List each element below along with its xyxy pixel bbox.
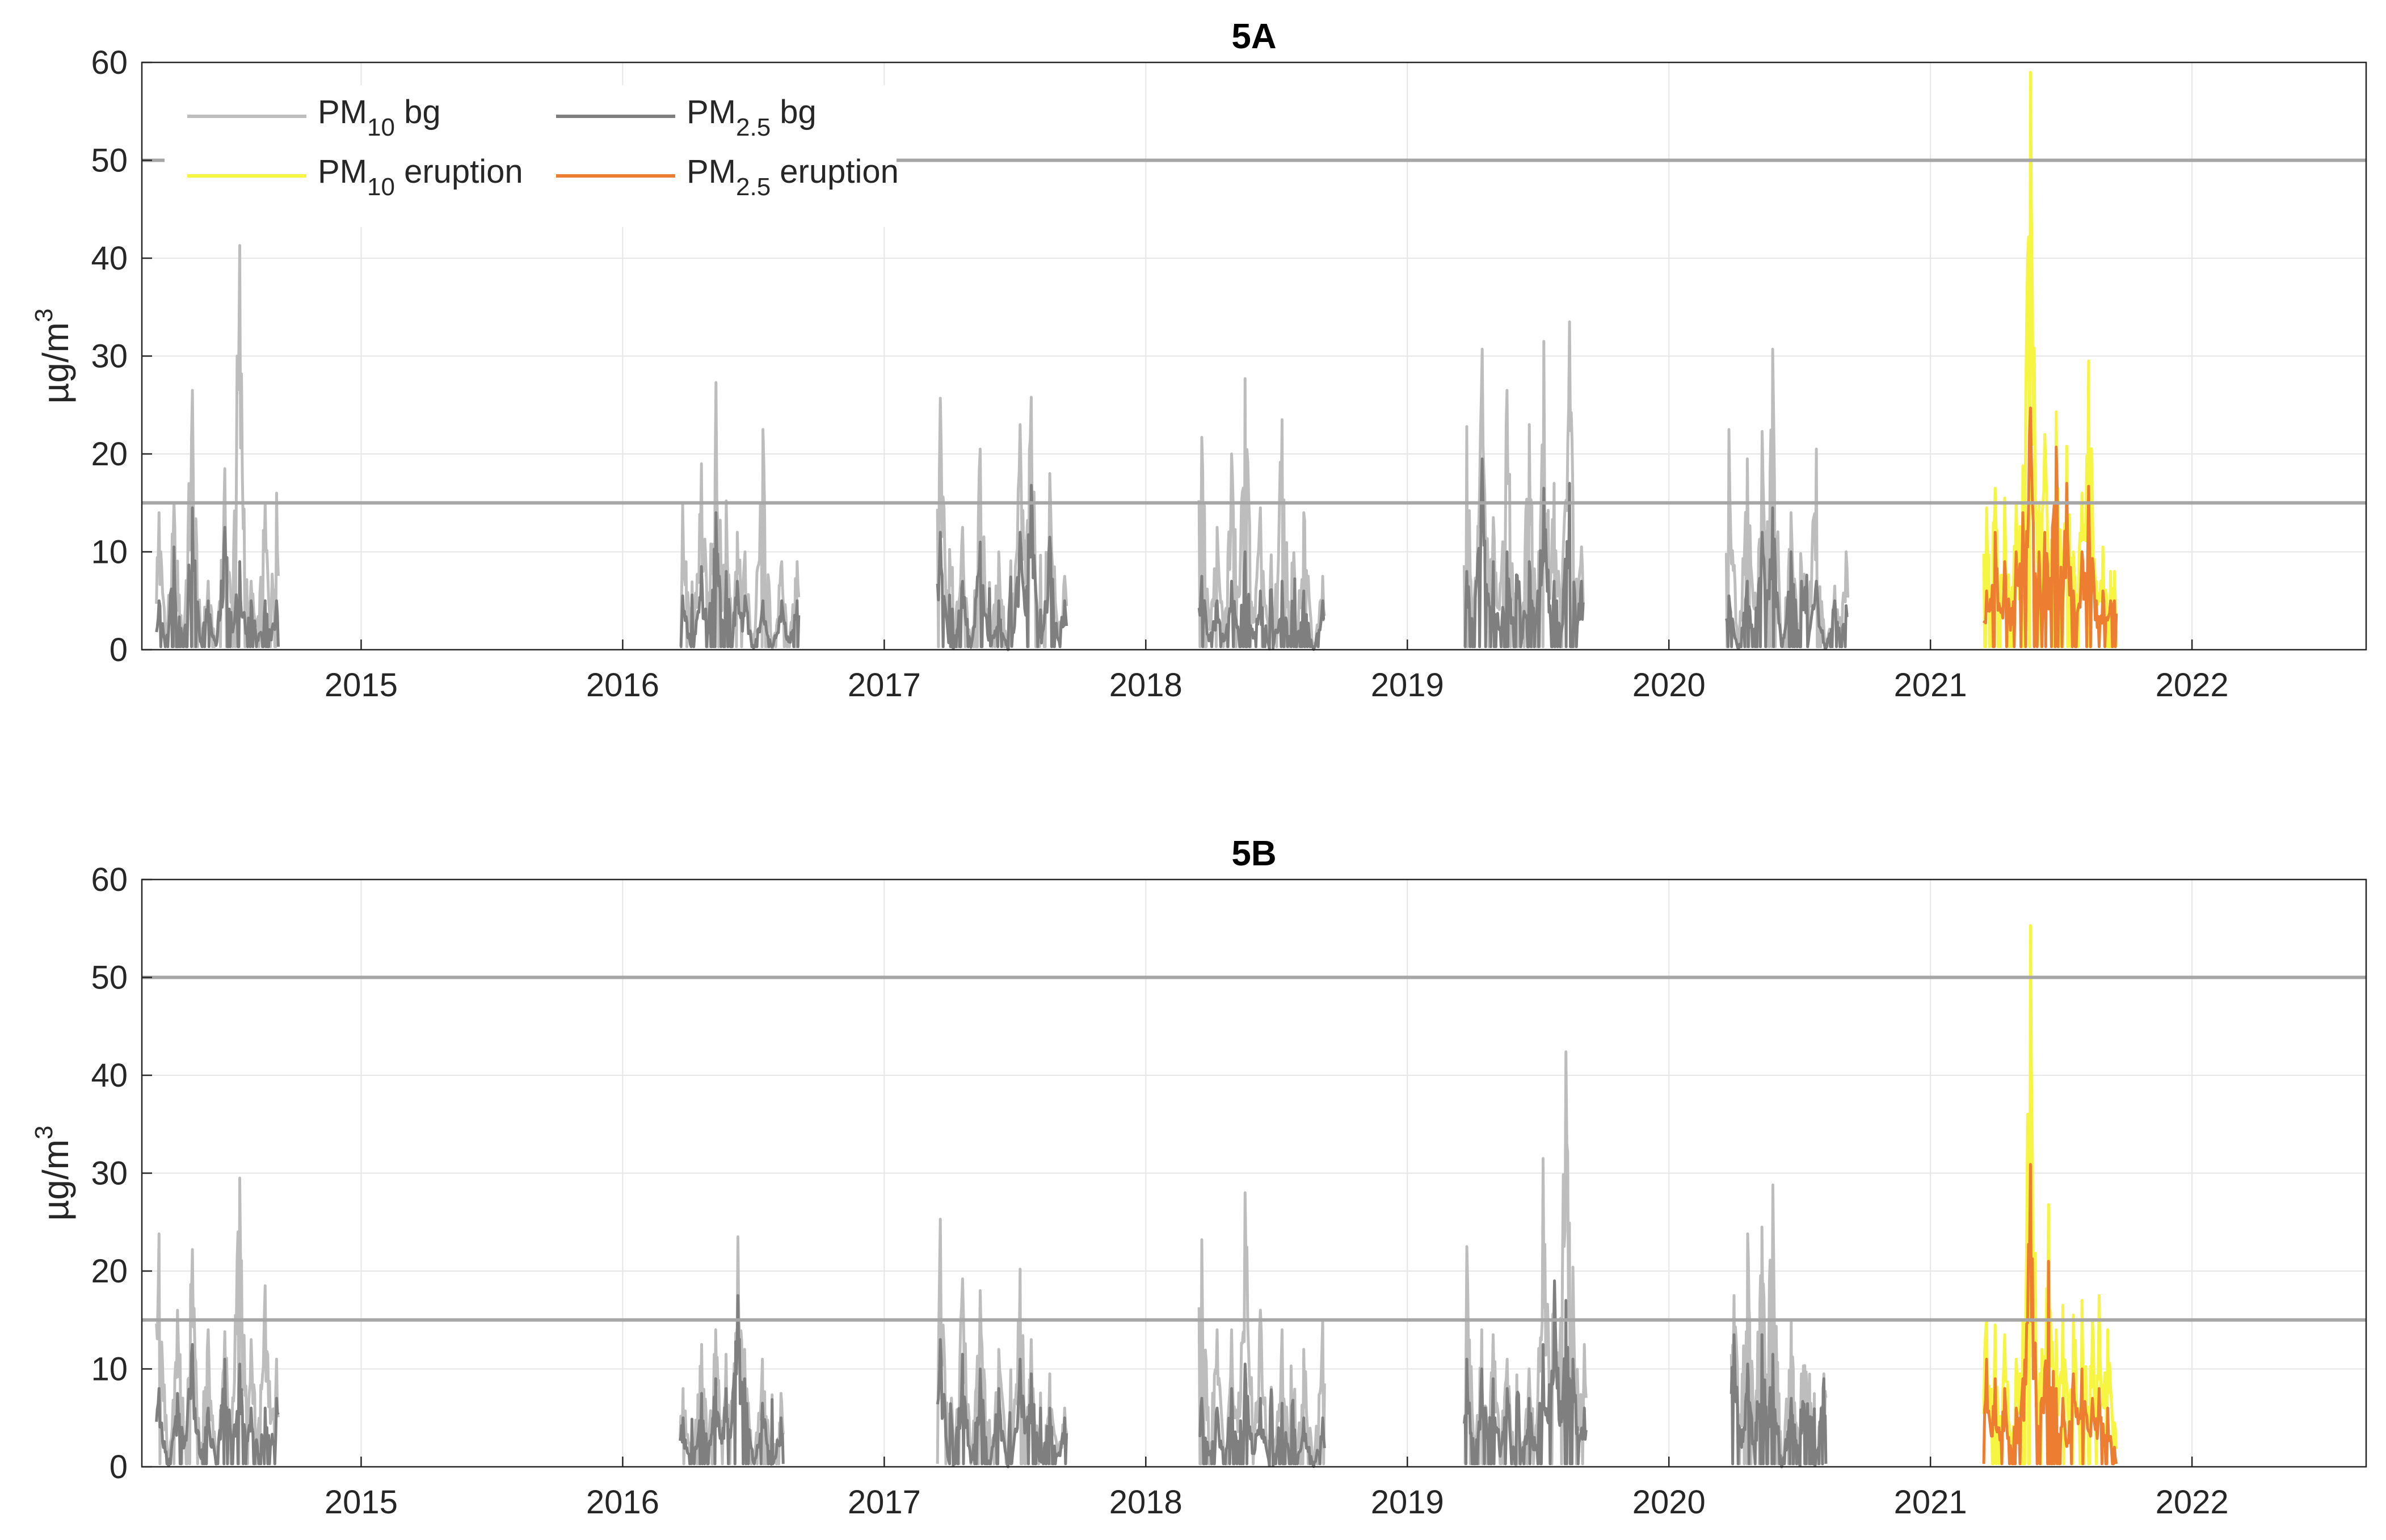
x-tick-label: 2017 <box>848 1484 921 1521</box>
x-tick-label: 2020 <box>1632 1484 1706 1521</box>
legend-entry: PM2.5 eruption <box>556 153 899 201</box>
x-tick-label: 2015 <box>325 667 398 704</box>
y-axis-label-unit: µg/m <box>35 1139 76 1221</box>
series-trace <box>1729 1333 1828 1469</box>
legend-entry: PM10 eruption <box>187 153 523 201</box>
series-trace <box>1982 406 2118 649</box>
y-tick-label: 10 <box>91 534 128 571</box>
y-axis-label-superscript: 3 <box>30 308 58 322</box>
series-trace <box>679 1294 785 1466</box>
legend-label-subscript: 2.5 <box>736 113 771 141</box>
legend-label-rest: eruption <box>395 153 523 190</box>
y-tick-label: 10 <box>91 1351 128 1388</box>
x-tick-label: 2019 <box>1371 1484 1444 1521</box>
x-tick-label: 2022 <box>2156 667 2229 704</box>
series-pm2-5-bg <box>155 457 1849 651</box>
y-axis-label: µg/m3 <box>30 308 76 403</box>
series-trace <box>936 1338 1068 1469</box>
series-trace <box>1724 506 1849 651</box>
series-trace <box>679 381 801 650</box>
y-tick-label: 20 <box>91 1253 128 1290</box>
y-tick-label: 40 <box>91 240 128 277</box>
series-trace <box>1463 1279 1588 1466</box>
y-tick-label: 30 <box>91 338 128 375</box>
y-tick-label: 40 <box>91 1057 128 1094</box>
series-trace <box>1198 1362 1326 1469</box>
legend-label-base: PM <box>318 153 367 190</box>
legend-label-base: PM <box>318 94 367 131</box>
y-axis-label-unit: µg/m <box>35 322 76 404</box>
legend-label-subscript: 10 <box>367 113 395 141</box>
x-tick-label: 2015 <box>325 1484 398 1521</box>
x-tick-label: 2018 <box>1109 1484 1183 1521</box>
legend-label-base: PM <box>687 94 736 131</box>
y-tick-label: 0 <box>110 632 128 668</box>
series-pm2-5-eruption <box>1982 1163 2118 1466</box>
y-tick-label: 50 <box>91 960 128 996</box>
x-tick-label: 2016 <box>586 1484 659 1521</box>
x-tick-label: 2022 <box>2156 1484 2229 1521</box>
series-trace <box>936 395 1068 651</box>
chart-panel-5a: 0 10 20 30 40 50 60 2015 2016 2017 2018 2019 2020 202… <box>30 17 2367 704</box>
series-trace <box>1197 1191 1326 1466</box>
chart-title: 5B <box>1231 834 1276 873</box>
legend-label-rest: bg <box>771 94 817 131</box>
legend-box <box>165 85 897 227</box>
legend-label-subscript: 10 <box>367 173 395 201</box>
series-trace <box>155 506 280 649</box>
y-tick-label: 20 <box>91 436 128 473</box>
series-trace <box>1197 550 1325 651</box>
y-tick-label: 60 <box>91 861 128 898</box>
series-trace <box>679 511 801 650</box>
x-tick-label: 2020 <box>1632 667 1706 704</box>
y-axis-label-superscript: 3 <box>30 1125 58 1139</box>
y-tick-label: 60 <box>91 44 128 81</box>
y-tick-label: 30 <box>91 1155 128 1192</box>
legend-label: PM10 bg <box>318 94 441 141</box>
x-tick-label: 2021 <box>1894 1484 1967 1521</box>
y-tick-label: 50 <box>91 142 128 179</box>
legend-label-base: PM <box>687 153 736 190</box>
legend-label: PM10 eruption <box>318 153 523 201</box>
series-trace <box>936 483 1068 651</box>
x-tick-label: 2021 <box>1894 667 1967 704</box>
legend-entry: PM2.5 bg <box>556 94 817 141</box>
series-trace <box>1463 457 1585 649</box>
y-axis-label: µg/m3 <box>30 1125 76 1221</box>
legend-label: PM2.5 bg <box>687 94 817 141</box>
chart-panel-5b: 0 10 20 30 40 50 60 2015 2016 2017 2018 2019 2020 202… <box>30 834 2367 1521</box>
series-trace <box>155 1343 280 1468</box>
legend-label-rest: bg <box>395 94 441 131</box>
legend-label: PM2.5 eruption <box>687 153 899 201</box>
x-tick-label: 2017 <box>848 667 921 704</box>
y-tick-label: 0 <box>110 1449 128 1486</box>
legend-entry: PM10 bg <box>187 94 441 141</box>
chart-title: 5A <box>1231 17 1276 56</box>
series-pm2-5-bg <box>155 1279 1828 1469</box>
series-trace <box>1982 1163 2118 1466</box>
x-tick-label: 2019 <box>1371 667 1444 704</box>
x-tick-label: 2018 <box>1109 667 1183 704</box>
x-tick-label: 2016 <box>586 667 659 704</box>
legend-label-subscript: 2.5 <box>736 173 771 201</box>
legend-label-rest: eruption <box>771 153 899 190</box>
series-pm2-5-eruption <box>1982 406 2118 649</box>
